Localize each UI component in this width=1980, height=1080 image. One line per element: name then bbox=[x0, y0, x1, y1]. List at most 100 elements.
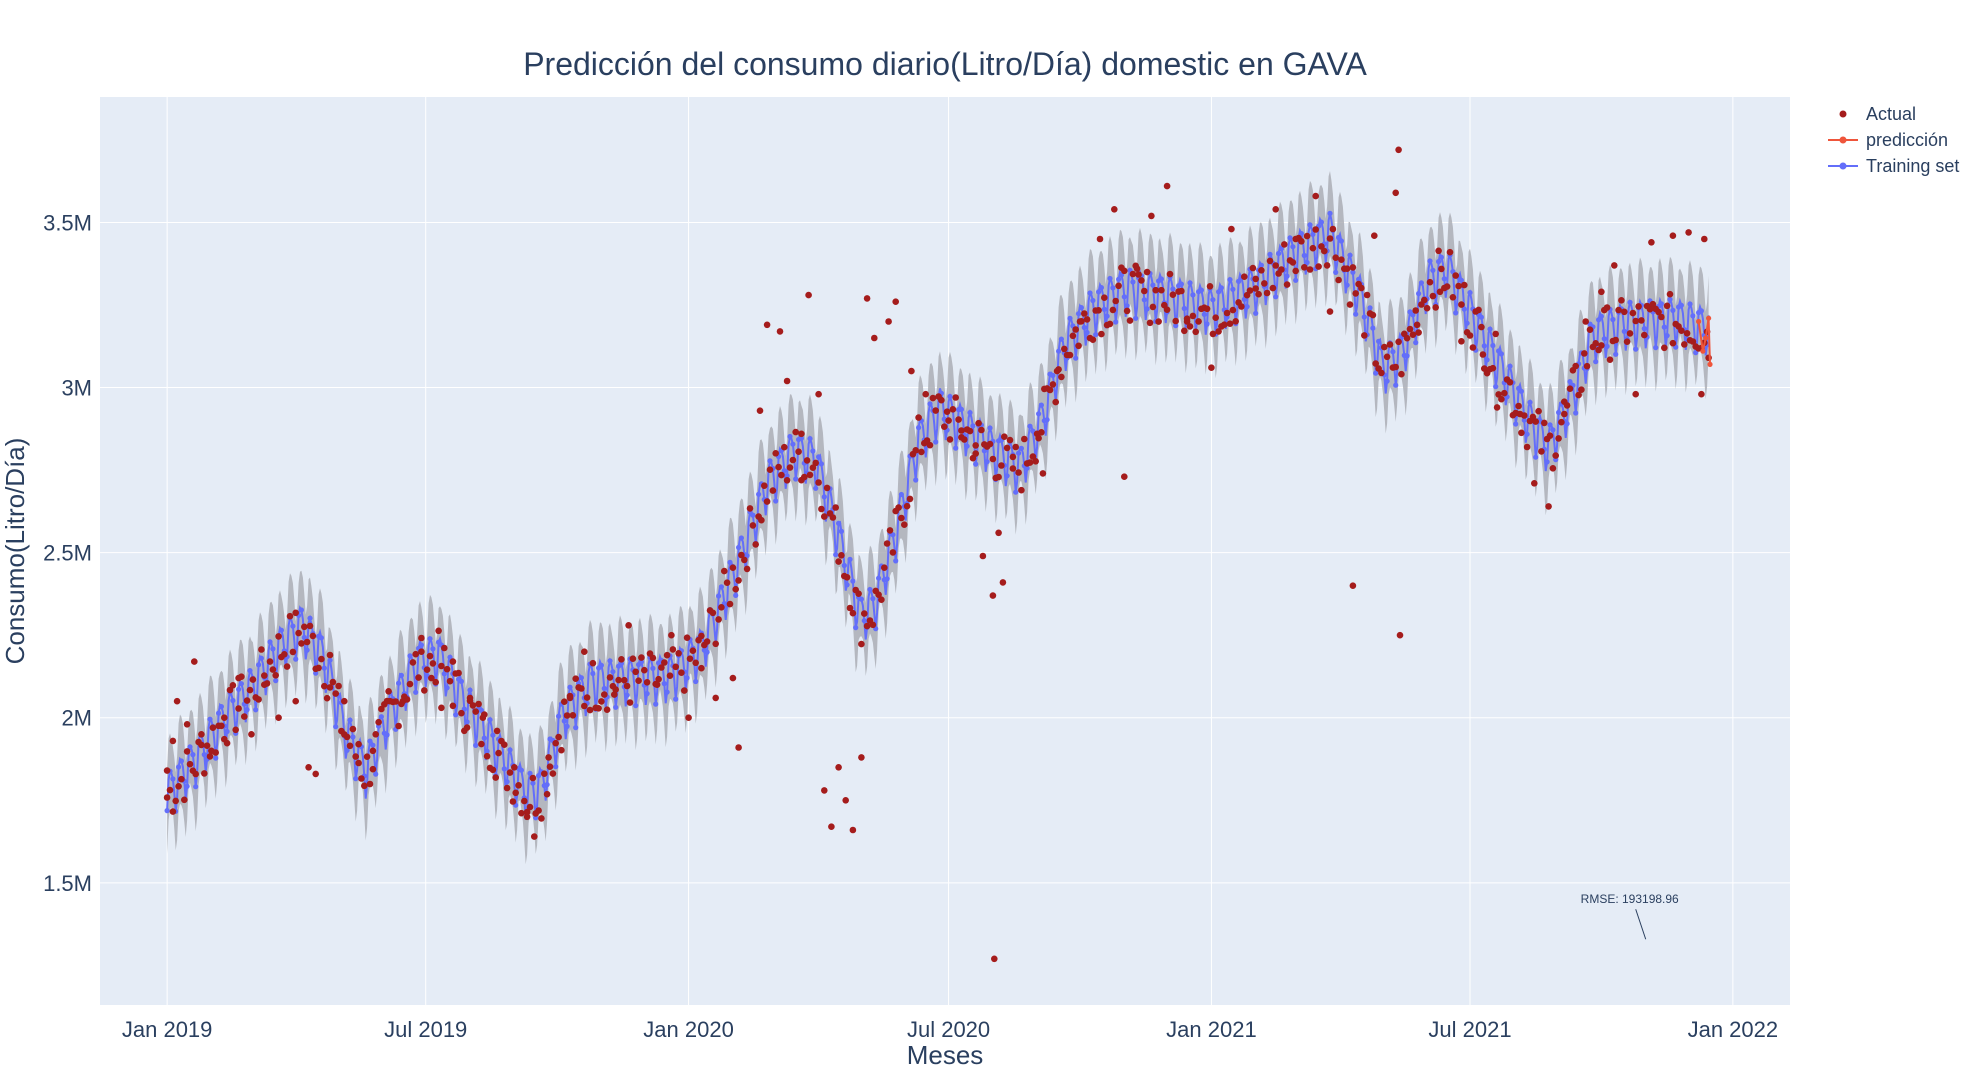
actual-point bbox=[335, 682, 342, 690]
actual-point bbox=[1181, 327, 1188, 335]
actual-point bbox=[683, 634, 691, 641]
actual-point bbox=[778, 471, 785, 479]
training-point bbox=[1310, 231, 1316, 237]
training-point bbox=[378, 714, 384, 720]
legend-item-1[interactable]: Actual bbox=[1839, 104, 1917, 124]
legend-item-2[interactable]: predicción bbox=[1828, 130, 1948, 150]
training-point bbox=[1287, 235, 1293, 241]
actual-point bbox=[1479, 351, 1487, 358]
actual-point bbox=[821, 787, 828, 794]
actual-point bbox=[1701, 235, 1708, 243]
training-point bbox=[564, 723, 570, 730]
actual-point bbox=[1641, 331, 1648, 339]
actual-point bbox=[681, 687, 688, 694]
actual-point bbox=[655, 675, 662, 683]
actual-point bbox=[943, 408, 951, 416]
actual-point bbox=[838, 552, 845, 559]
actual-point bbox=[1572, 362, 1579, 370]
training-point bbox=[444, 685, 450, 691]
training-point bbox=[1601, 336, 1607, 342]
training-point bbox=[518, 767, 525, 773]
actual-point bbox=[1678, 327, 1685, 335]
actual-point bbox=[611, 691, 618, 698]
actual-point bbox=[972, 450, 979, 457]
actual-point bbox=[301, 623, 308, 631]
actual-point bbox=[689, 647, 697, 654]
training-point bbox=[1427, 258, 1433, 264]
training-point bbox=[844, 582, 850, 588]
training-point bbox=[1087, 290, 1093, 296]
actual-point bbox=[1321, 247, 1328, 255]
training-point bbox=[1144, 306, 1150, 312]
actual-point bbox=[766, 466, 774, 474]
actual-point bbox=[1329, 225, 1337, 233]
actual-point bbox=[198, 731, 205, 738]
actual-point bbox=[741, 556, 748, 564]
training-point bbox=[370, 742, 376, 748]
actual-point bbox=[1452, 272, 1459, 279]
training-point bbox=[1478, 314, 1484, 320]
actual-point bbox=[635, 677, 642, 684]
training-point bbox=[1273, 294, 1279, 300]
legend[interactable]: Actual predicción Training set bbox=[1828, 104, 1959, 176]
actual-point bbox=[1203, 305, 1211, 313]
training-point bbox=[1416, 291, 1422, 297]
actual-point bbox=[458, 709, 465, 717]
actual-point bbox=[269, 666, 277, 673]
training-point bbox=[1481, 343, 1487, 349]
actual-point bbox=[1518, 429, 1525, 437]
training-point bbox=[398, 672, 404, 679]
training-point bbox=[693, 678, 699, 685]
actual-point bbox=[758, 516, 765, 524]
training-point bbox=[1670, 307, 1676, 313]
actual-point bbox=[1361, 332, 1368, 339]
training-point bbox=[1298, 231, 1304, 237]
training-point bbox=[773, 498, 779, 504]
actual-point bbox=[1158, 286, 1165, 294]
actual-point bbox=[1306, 266, 1314, 273]
training-point bbox=[1698, 308, 1704, 314]
training-point bbox=[1278, 246, 1284, 252]
actual-point bbox=[1089, 336, 1097, 344]
actual-point bbox=[1689, 338, 1697, 345]
training-point bbox=[427, 636, 433, 642]
training-point bbox=[176, 764, 182, 770]
actual-point bbox=[843, 574, 851, 581]
training-point bbox=[413, 689, 419, 695]
actual-point bbox=[1332, 254, 1339, 261]
actual-point bbox=[318, 655, 325, 663]
actual-point bbox=[1278, 266, 1285, 273]
actual-point bbox=[1026, 459, 1034, 466]
training-point bbox=[1361, 314, 1367, 320]
actual-point bbox=[1252, 285, 1259, 292]
actual-point bbox=[1648, 239, 1655, 246]
actual-point bbox=[493, 727, 501, 735]
legend-item-3[interactable]: Training set bbox=[1828, 156, 1959, 176]
actual-point bbox=[163, 767, 171, 774]
actual-point bbox=[718, 604, 725, 611]
actual-point bbox=[1192, 328, 1199, 336]
actual-point bbox=[546, 763, 554, 770]
actual-point bbox=[1432, 304, 1439, 311]
training-point bbox=[1118, 272, 1124, 278]
actual-point bbox=[926, 441, 934, 449]
actual-point bbox=[735, 577, 742, 584]
training-point bbox=[1344, 282, 1350, 288]
actual-point bbox=[221, 714, 228, 721]
actual-point bbox=[235, 705, 242, 712]
actual-point bbox=[1109, 306, 1117, 314]
training-point bbox=[1327, 210, 1333, 216]
training-point bbox=[504, 779, 510, 785]
training-point bbox=[247, 668, 253, 674]
actual-point bbox=[945, 417, 952, 424]
actual-point bbox=[581, 702, 588, 710]
actual-point bbox=[1498, 395, 1505, 403]
actual-point bbox=[1409, 331, 1417, 339]
actual-point bbox=[1269, 284, 1277, 292]
training-point bbox=[1441, 276, 1447, 282]
training-point bbox=[1230, 286, 1236, 292]
actual-point bbox=[849, 826, 857, 834]
actual-point bbox=[1141, 287, 1148, 295]
training-point bbox=[1573, 410, 1579, 416]
actual-point bbox=[173, 697, 181, 705]
